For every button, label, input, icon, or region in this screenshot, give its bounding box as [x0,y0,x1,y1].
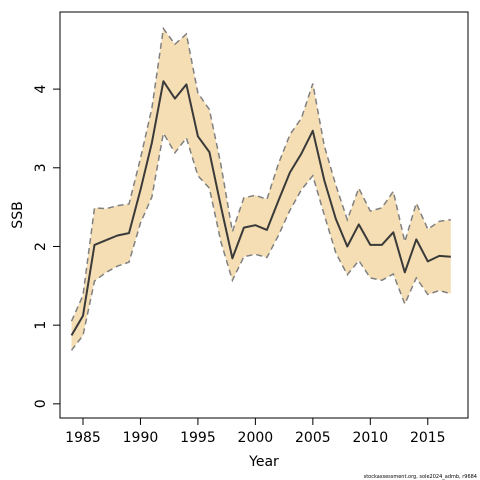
x-tick-label: 1985 [65,430,101,446]
x-tick-label: 2005 [295,430,331,446]
footnote: stockassessment.org, sole2024_admb, r968… [364,474,477,480]
plot-frame [59,11,469,419]
y-tick-label: 4 [33,85,49,94]
x-tick-label: 2015 [410,430,446,446]
y-axis: 0 1 2 3 4 [33,85,60,408]
x-tick-label: 1990 [123,430,159,446]
x-tick-label: 2010 [352,430,388,446]
x-axis: 1985 1990 1995 2000 2005 2010 2015 [65,418,446,446]
ssb-series-line [70,80,451,336]
lower-bound-line [70,131,452,351]
y-tick-label: 1 [33,321,49,330]
y-axis-title: SSB [10,201,26,228]
x-tick-label: 2000 [238,430,274,446]
y-tick-label: 3 [33,163,49,172]
x-axis-title: Year [248,454,279,470]
y-tick-label: 0 [33,399,49,408]
confidence-band [71,28,451,351]
y-tick-label: 2 [33,242,49,251]
x-tick-label: 1995 [180,430,216,446]
plot-area [70,26,452,351]
upper-bound-line [70,26,451,322]
